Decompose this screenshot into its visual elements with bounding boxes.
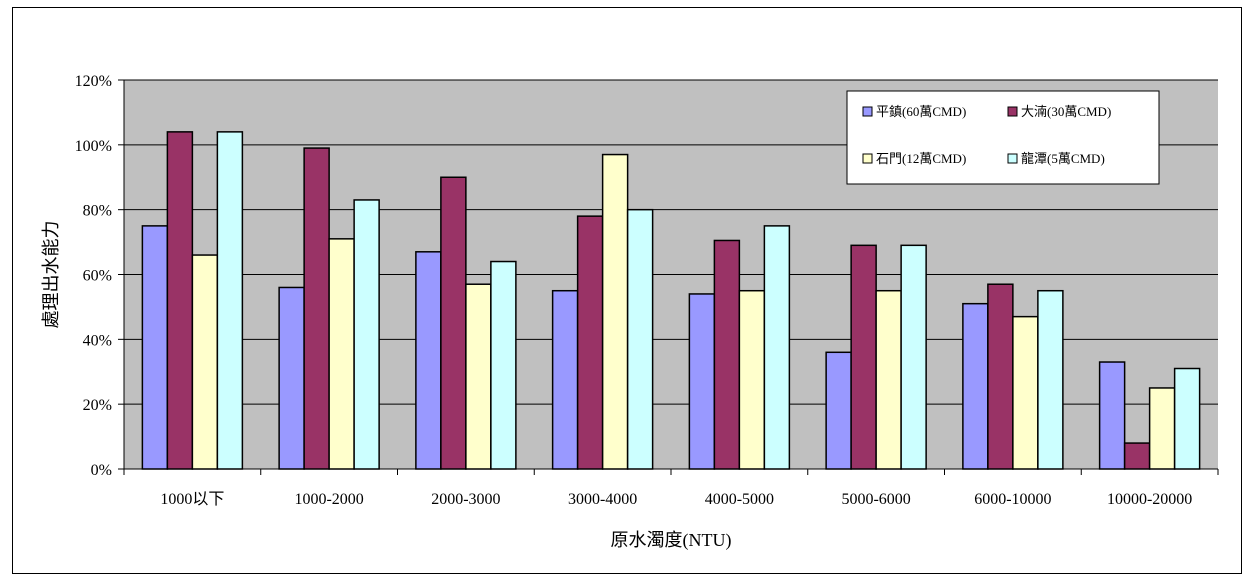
bar [1123, 442, 1151, 470]
bar [688, 293, 716, 470]
y-tick-label: 60% [83, 268, 112, 285]
bar [987, 283, 1014, 470]
bar [738, 289, 766, 470]
x-tick-label: 1000以下 [160, 491, 224, 508]
bar [465, 283, 492, 470]
y-tick-label: 80% [83, 203, 112, 220]
x-axis-title: 原水濁度(NTU) [611, 530, 732, 551]
y-axis-title: 處理出水能力 [41, 221, 61, 329]
bar [166, 131, 194, 470]
legend-label: 平鎮(60萬CMD) [876, 104, 966, 119]
x-tick-label: 1000-2000 [294, 491, 363, 508]
x-tick-label: 3000-4000 [568, 491, 637, 508]
legend: 平鎮(60萬CMD) 大湳(30萬CMD) 石門(12萬CMD) 龍潭(5萬CMD) [846, 90, 1160, 185]
legend-box [846, 90, 1160, 185]
bar [576, 215, 604, 470]
y-tick-labels: 0% 20% 40% 60% 80% 100% 120% [75, 73, 112, 479]
bar [1098, 361, 1126, 470]
bar [551, 289, 579, 470]
legend-swatch [862, 153, 873, 164]
x-tick-label: 2000-3000 [431, 491, 500, 508]
x-tick-label: 4000-5000 [705, 491, 774, 508]
bar [850, 244, 877, 470]
bars [141, 131, 1201, 470]
bar [1037, 289, 1064, 470]
legend-label: 石門(12萬CMD) [876, 151, 966, 166]
x-tick-label: 10000-20000 [1107, 491, 1192, 508]
bar [328, 238, 355, 470]
bar [415, 251, 442, 470]
legend-label: 龍潭(5萬CMD) [1021, 151, 1105, 166]
bar [191, 254, 219, 470]
bar [440, 176, 467, 470]
bar [763, 225, 791, 470]
bar [713, 239, 741, 470]
x-tick-label: 6000-10000 [974, 491, 1051, 508]
bar [962, 302, 989, 470]
y-tick-label: 120% [75, 73, 112, 90]
legend-swatch [1007, 153, 1018, 164]
y-tick-label: 100% [75, 138, 112, 155]
bar [490, 260, 517, 470]
bar [1148, 387, 1176, 470]
y-tick-label: 40% [83, 332, 112, 349]
legend-swatch [1007, 106, 1018, 117]
y-tick-label: 20% [83, 397, 112, 414]
bar [353, 199, 380, 470]
y-tick-label: 0% [91, 462, 112, 479]
bar [900, 244, 927, 470]
bar [1173, 367, 1201, 470]
bar [141, 225, 169, 470]
bar [601, 153, 629, 470]
bar [303, 147, 330, 470]
legend-label: 大湳(30萬CMD) [1021, 104, 1111, 119]
bar [825, 351, 852, 470]
axes [118, 79, 1219, 475]
legend-swatch [862, 106, 873, 117]
x-tick-label: 5000-6000 [841, 491, 910, 508]
bar [626, 208, 654, 470]
x-tick-labels: 1000以下 1000-2000 2000-3000 3000-4000 4000-50… [160, 491, 1192, 508]
bar [278, 286, 305, 470]
bar [216, 131, 244, 470]
bar [875, 289, 902, 470]
bar [1012, 315, 1039, 470]
